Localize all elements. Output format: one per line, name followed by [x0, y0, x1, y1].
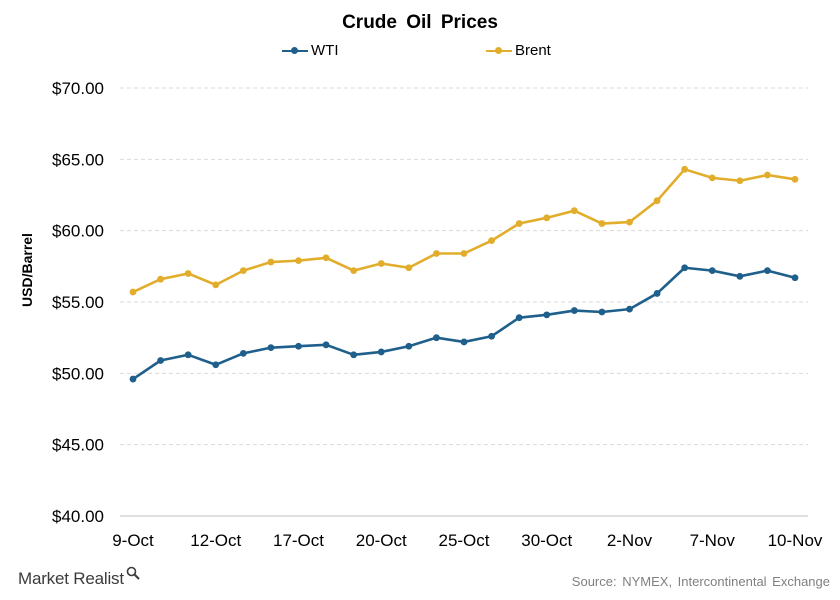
data-point-brent: [405, 264, 413, 272]
data-point-wti: [460, 338, 468, 346]
data-point-wti: [295, 342, 302, 350]
y-tick-label: $60.00: [52, 222, 104, 241]
x-tick-label: 2-Nov: [607, 531, 653, 550]
data-point-brent: [377, 260, 385, 267]
brand-name: Market Realist: [18, 569, 124, 588]
data-point-brent: [515, 220, 523, 227]
data-point-brent: [626, 218, 633, 226]
data-point-wti: [681, 264, 689, 272]
data-point-brent: [267, 258, 275, 266]
data-point-wti: [433, 334, 440, 342]
data-point-brent: [570, 207, 578, 215]
y-tick-label: $50.00: [52, 364, 104, 383]
data-point-wti: [184, 351, 192, 359]
x-axis-ticks: 9-Oct 12-Oct 17-Oct 20-Oct 25-Oct 30-Oct 2-Nov…: [112, 531, 823, 550]
data-point-brent: [488, 237, 495, 245]
x-tick-label: 12-Oct: [190, 531, 241, 550]
data-point-brent: [129, 288, 137, 296]
data-point-brent: [157, 275, 164, 283]
legend-item-brent: Brent: [486, 42, 551, 59]
data-point-wti: [653, 290, 661, 297]
legend: WTI Brent: [0, 42, 840, 62]
data-point-brent: [708, 174, 716, 182]
x-tick-label: 25-Oct: [438, 531, 489, 550]
data-point-brent: [322, 254, 330, 262]
data-point-brent: [791, 175, 799, 183]
data-point-brent: [598, 220, 606, 227]
data-point-wti: [212, 361, 220, 369]
data-point-wti: [764, 267, 771, 275]
y-tick-label: $40.00: [52, 507, 104, 526]
data-point-wti: [129, 375, 137, 383]
y-tick-label: $45.00: [52, 436, 104, 455]
data-point-brent: [764, 171, 771, 179]
data-point-wti: [267, 344, 275, 352]
data-point-wti: [570, 307, 578, 314]
data-point-brent: [653, 197, 661, 205]
gridlines: [120, 87, 808, 446]
y-tick-label: $65.00: [52, 150, 104, 169]
y-axis-ticks: $40.00 $45.00 $50.00 $55.00 $60.00 $65.00 $70.…: [52, 79, 104, 526]
data-point-brent: [433, 250, 440, 257]
x-tick-label: 30-Oct: [521, 531, 572, 550]
data-point-brent: [736, 177, 744, 185]
y-tick-label: $55.00: [52, 293, 104, 312]
data-point-wti: [322, 341, 330, 349]
data-point-wti: [157, 357, 164, 364]
series-line-wti: [132, 266, 796, 381]
data-point-wti: [708, 267, 716, 275]
chart-title: Crude Oil Prices: [342, 12, 498, 33]
magnifier-icon: [126, 566, 140, 580]
data-point-wti: [405, 342, 413, 350]
data-point-brent: [295, 257, 302, 265]
source-note: Source: NYMEX, Intercontinental Exchange: [571, 574, 830, 589]
legend-item-wti: WTI: [282, 42, 339, 59]
data-point-wti: [377, 348, 385, 356]
data-point-brent: [681, 165, 689, 173]
data-point-wti: [515, 314, 523, 322]
data-point-brent: [350, 267, 358, 275]
series-group: [129, 165, 799, 383]
data-point-brent: [543, 214, 551, 222]
data-point-brent: [239, 267, 247, 275]
data-point-wti: [239, 349, 247, 357]
data-point-wti: [350, 351, 358, 359]
brand-logo: Market Realist: [18, 566, 140, 589]
y-axis-label: USD/Barrel: [19, 233, 35, 307]
x-tick-label: 10-Nov: [768, 531, 823, 550]
data-point-wti: [791, 274, 799, 282]
legend-label-brent: Brent: [515, 42, 551, 59]
data-point-brent: [212, 281, 220, 289]
legend-swatch-wti: [282, 46, 308, 54]
data-point-wti: [626, 305, 633, 313]
data-point-brent: [460, 250, 468, 257]
legend-swatch-brent: [486, 46, 512, 54]
legend-label-wti: WTI: [311, 42, 339, 59]
x-tick-label: 20-Oct: [356, 531, 407, 550]
data-point-wti: [598, 308, 606, 316]
y-tick-label: $70.00: [52, 79, 104, 98]
data-point-wti: [736, 272, 744, 280]
data-point-brent: [184, 270, 192, 277]
x-tick-label: 9-Oct: [112, 531, 154, 550]
x-tick-label: 7-Nov: [690, 531, 736, 550]
data-point-wti: [543, 311, 551, 319]
data-point-wti: [488, 332, 495, 340]
x-tick-label: 17-Oct: [273, 531, 324, 550]
